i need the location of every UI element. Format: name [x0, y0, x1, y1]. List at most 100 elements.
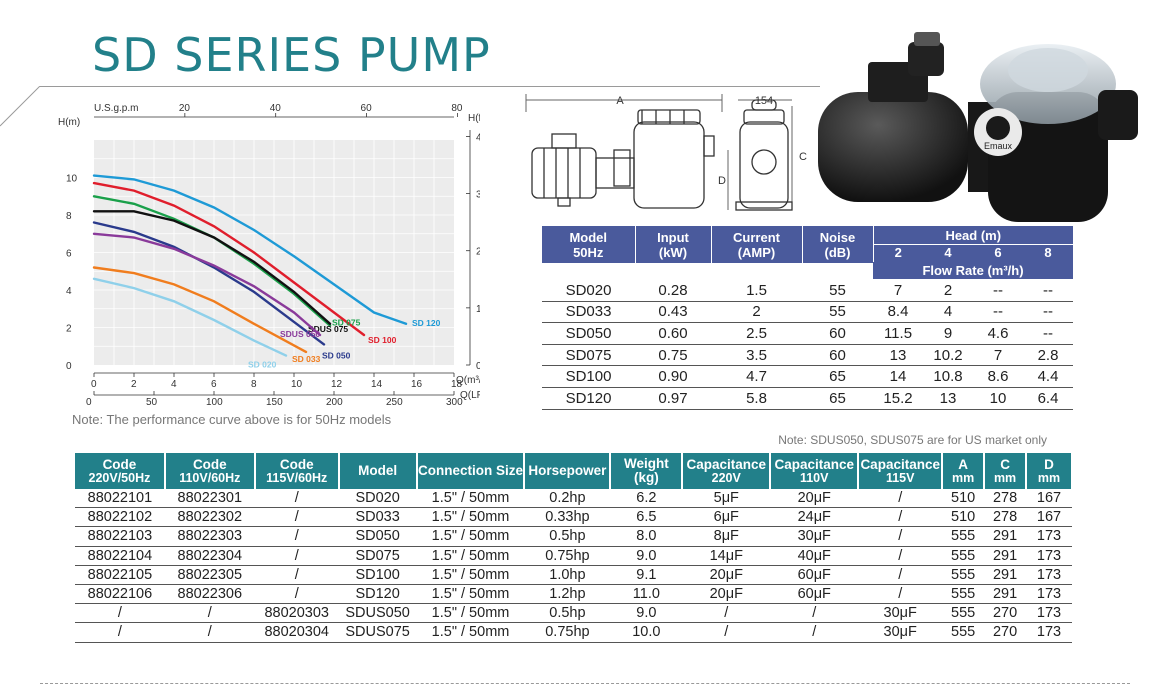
main-table-cell: 173	[1026, 584, 1072, 605]
main-table-cell: /	[254, 565, 339, 585]
curve-note: Note: The performance curve above is for…	[72, 412, 392, 427]
main-table-header: Horsepower	[524, 453, 612, 489]
main-table-cell: 0.75hp	[524, 546, 611, 566]
x-tick-label: 16	[411, 379, 423, 390]
spec-table-cell: SD033	[542, 301, 635, 324]
spec-table-cell: --	[1023, 301, 1073, 324]
main-table-cell: 291	[984, 526, 1027, 547]
series-label: SDUS 050	[280, 329, 320, 339]
main-table-cell: 1.2hp	[524, 584, 611, 605]
main-table-cell: 510	[942, 489, 985, 509]
lpm-tick-label: 300	[446, 397, 463, 408]
main-table-cell: SD033	[338, 507, 417, 528]
spec-table-cell: 4	[923, 301, 973, 324]
spec-table-cell: 8.4	[873, 301, 923, 324]
spec-table-cell: 1.5	[711, 280, 802, 302]
spec-table-cell: 55	[802, 280, 873, 302]
x-tick-label: 4	[171, 379, 177, 390]
main-table-row: 88022103 88022303/SD050 1.5" / 50mm 0.5hp 8.…	[75, 526, 1072, 547]
main-table-cell: 88020303	[254, 603, 339, 624]
main-table-cell: 0.33hp	[524, 507, 611, 528]
y-tick-label: 6	[66, 249, 72, 260]
spec-table-cell: 13	[873, 344, 923, 367]
main-table-cell: 1.5" / 50mm	[416, 546, 525, 566]
spec-table-cell: --	[1023, 280, 1073, 302]
spec-table-cell: 10	[973, 387, 1023, 410]
spec-table-cell: 60	[802, 322, 873, 345]
curve-sd-033	[92, 266, 308, 354]
spec-table-row: SD020 0.28 1.5 55 7 2 -- --	[542, 280, 1073, 302]
main-table-cell: 1.5" / 50mm	[416, 526, 525, 547]
main-table-cell: /	[858, 526, 943, 547]
page-title: SD SERIES PUMP	[92, 28, 491, 82]
main-table-cell: SDUS050	[338, 603, 417, 624]
brand-label: Emaux	[984, 141, 1013, 151]
main-table-cell: 1.5" / 50mm	[416, 489, 525, 509]
spec-table-cell: 7	[873, 280, 923, 302]
main-table-cell: 88022105	[75, 565, 165, 585]
main-table-cell: 270	[984, 603, 1027, 624]
main-table-cell: 1.5" / 50mm	[416, 584, 525, 605]
spec-table-cell: SD100	[542, 365, 635, 388]
spec-table-cell: 5.8	[711, 387, 802, 410]
performance-spec-table: Model 50Hz Input (kW) Current (AMP) Noise (d…	[542, 226, 1073, 410]
main-table-cell: /	[75, 603, 165, 624]
main-table-cell: /	[858, 546, 943, 566]
main-table-cell: /	[858, 584, 943, 605]
series-label: SD 033	[292, 354, 321, 364]
main-table-cell: 278	[984, 507, 1027, 528]
y-tick-label: 4	[66, 286, 72, 297]
series-label: SD 075	[332, 318, 361, 328]
dim-label-d: D	[718, 175, 726, 187]
main-table-cell: /	[682, 603, 771, 624]
main-table-cell: 0.75hp	[524, 622, 611, 643]
spec-header-head-2: 2	[873, 244, 923, 263]
main-table-cell: 555	[942, 565, 985, 585]
main-table-cell: /	[164, 622, 255, 643]
spec-header-model: Model 50Hz	[542, 226, 636, 263]
inlet-port	[1098, 90, 1138, 140]
spec-table-cell: --	[1023, 322, 1073, 345]
main-table-cell: 88020304	[254, 622, 339, 643]
top-tick-label: 80	[451, 103, 463, 114]
x-tick-label: 2	[131, 379, 137, 390]
spec-header-head: Head (m)	[873, 226, 1073, 245]
main-table-cell: 10.0	[610, 622, 683, 643]
y-tick-label: 8	[66, 211, 72, 222]
spec-table-cell: 65	[802, 387, 873, 410]
pump-photo: Emaux	[818, 32, 1138, 222]
dim-label-a: A	[616, 95, 624, 107]
main-table-cell: /	[164, 603, 255, 624]
spec-table-cell: --	[973, 280, 1023, 302]
main-table-cell: 88022103	[75, 526, 165, 547]
main-table-cell: 60μF	[770, 565, 859, 585]
spec-table-cell: 0.28	[635, 280, 711, 302]
main-table-cell: 1.5" / 50mm	[416, 565, 525, 585]
main-table-cell: 30μF	[770, 526, 859, 547]
lpm-tick-label: 250	[386, 397, 403, 408]
top-tick-label: 20	[179, 103, 191, 114]
main-table-cell: /	[254, 584, 339, 605]
main-table-cell: 88022104	[75, 546, 165, 566]
right-tick-label: 40	[476, 132, 480, 143]
main-table-header: Model	[338, 453, 418, 489]
main-table-cell: 8μF	[682, 526, 771, 547]
spec-table-row: SD100 0.90 4.7 65 14 10.8 8.6 4.4	[542, 365, 1073, 388]
spec-header-head-8: 8	[1023, 244, 1073, 263]
right-tick-label: 30	[476, 190, 480, 201]
curve-sdus-075	[92, 210, 332, 325]
main-table-cell: 14μF	[682, 546, 771, 566]
performance-chart: H(m)0246810U.S.g.p.m20406080H(ft)0102030…	[58, 103, 480, 408]
spec-table-cell: 2	[711, 301, 802, 324]
spec-table-cell: --	[973, 301, 1023, 324]
spec-table-cell: 7	[973, 344, 1023, 367]
main-table-cell: 1.5" / 50mm	[416, 603, 525, 624]
lpm-tick-label: 50	[146, 397, 158, 408]
main-table-cell: 88022106	[75, 584, 165, 605]
main-table-cell: 555	[942, 622, 985, 643]
main-table-cell: /	[254, 507, 339, 528]
dimension-diagram: A 154 C D	[525, 94, 807, 211]
